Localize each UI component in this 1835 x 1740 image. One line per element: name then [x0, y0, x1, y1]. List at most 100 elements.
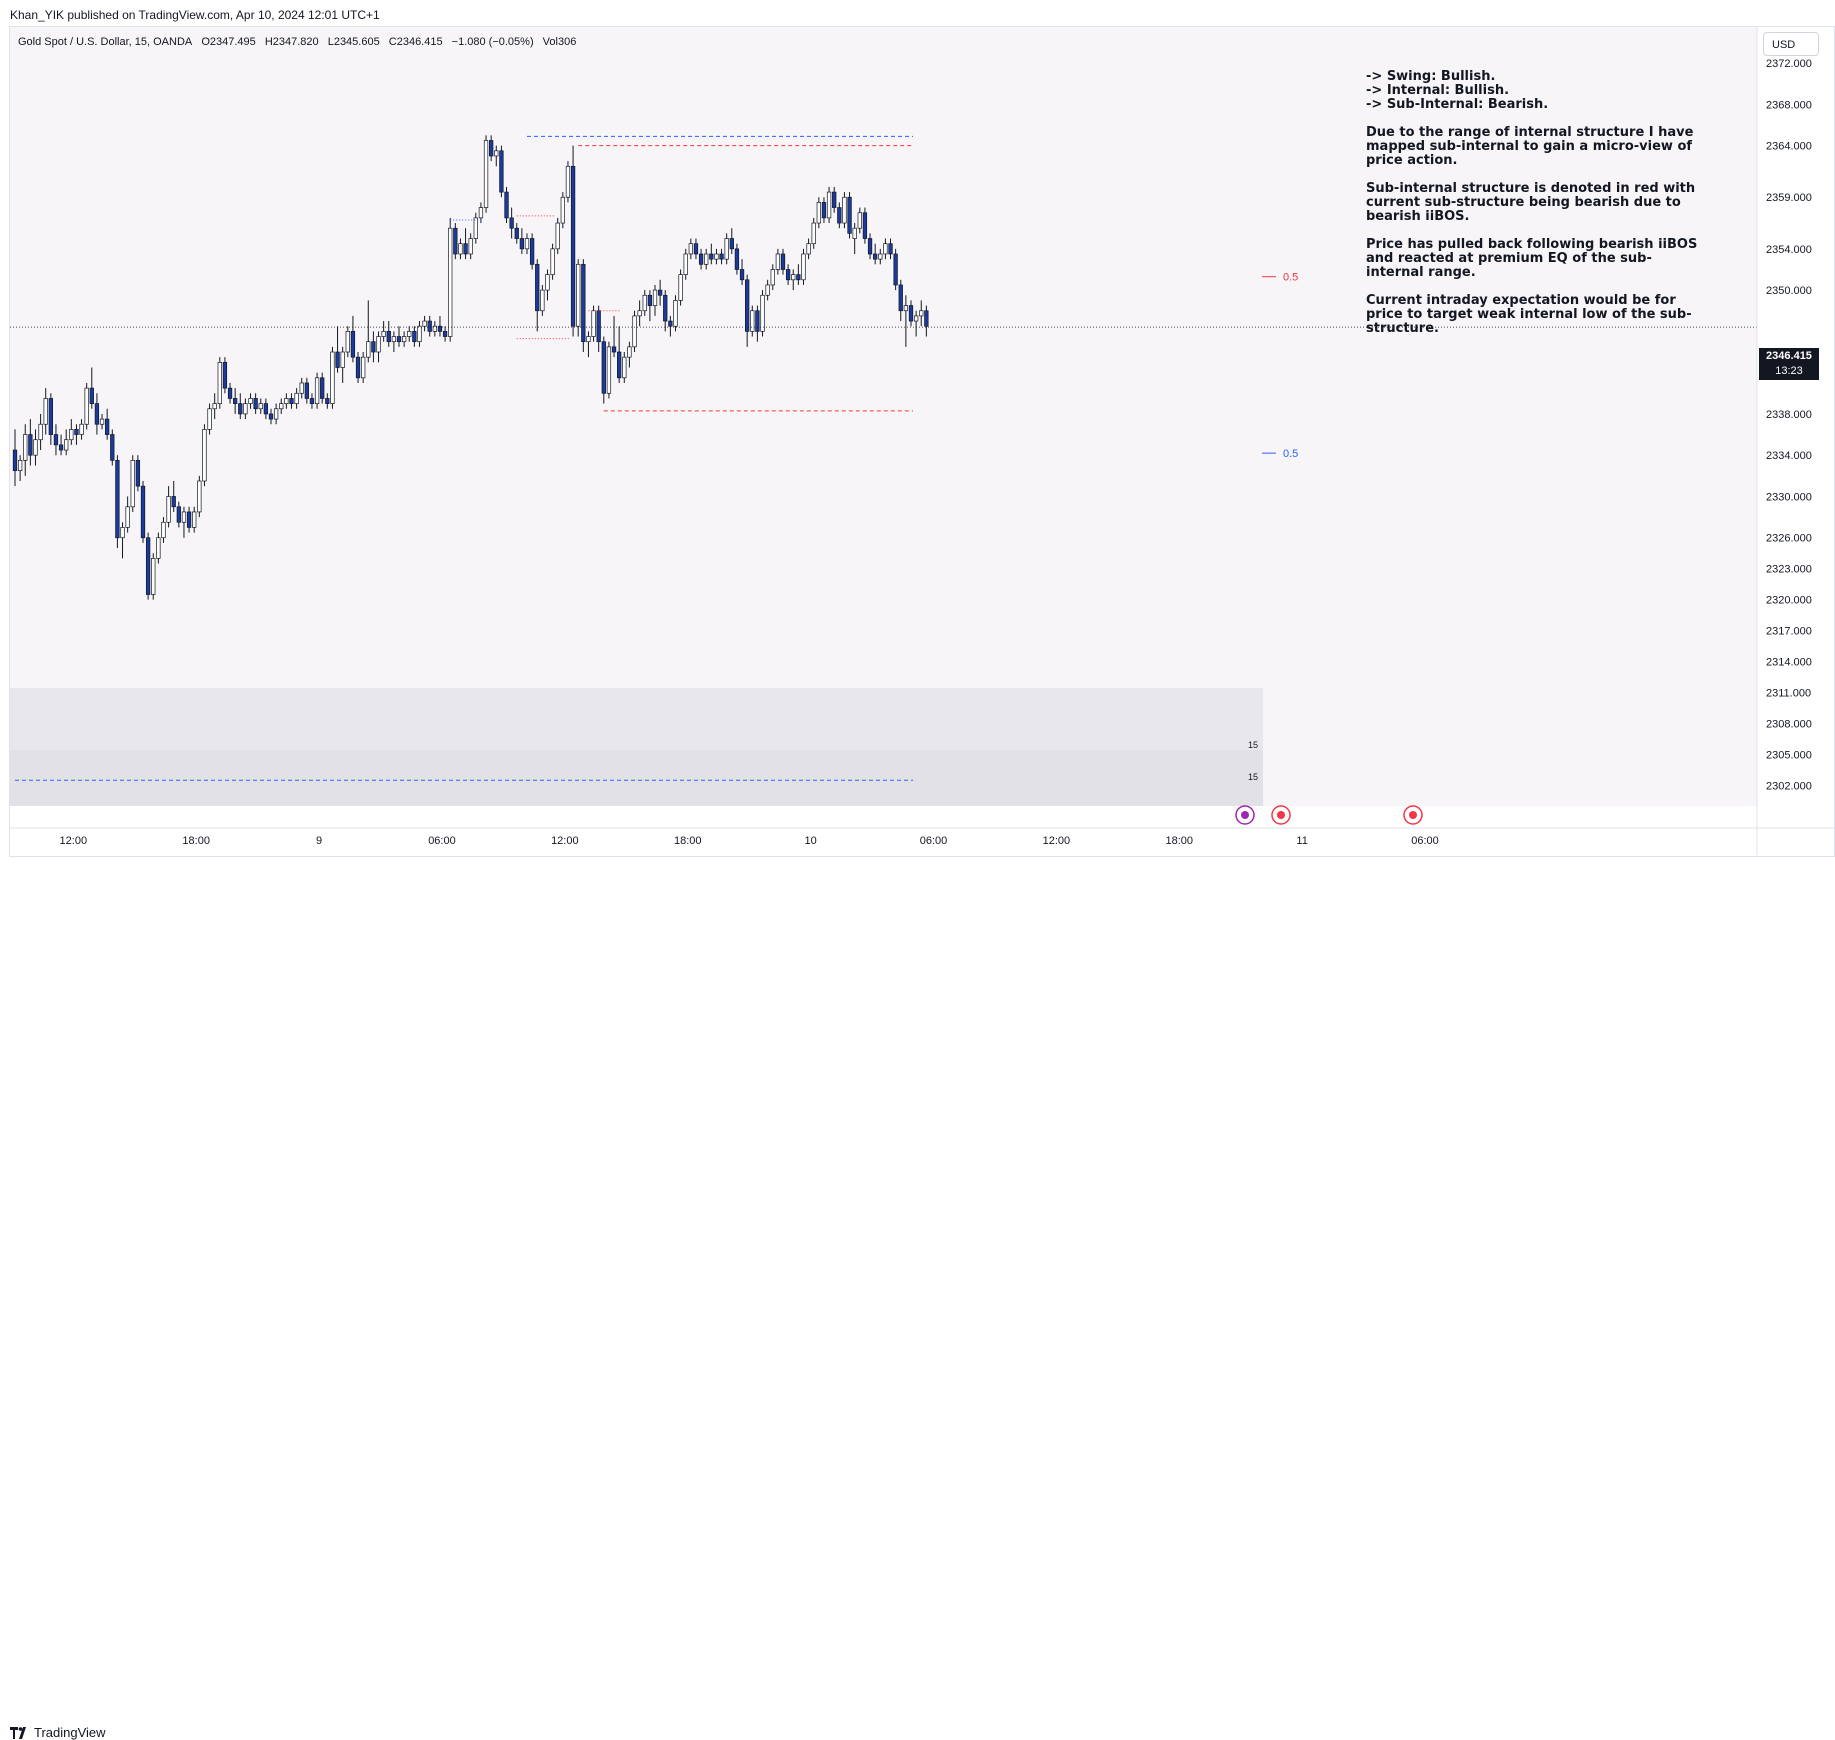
- bull-candle: [857, 212, 862, 229]
- bear-candle: [355, 356, 361, 379]
- x-tick-label: 06:00: [428, 835, 456, 847]
- analysis-notes: -> Swing: Bullish. -> Internal: Bullish.…: [1366, 70, 1706, 350]
- bull-candle: [724, 238, 729, 260]
- y-tick-label: 2359.000: [1766, 192, 1812, 204]
- bear-candle: [58, 444, 64, 451]
- bear-candle: [867, 238, 873, 255]
- bull-candle: [125, 506, 130, 528]
- bull-candle: [801, 253, 806, 281]
- bear-candle: [115, 460, 120, 539]
- bull-candle: [345, 331, 350, 353]
- bear-candle: [105, 418, 110, 435]
- bear-candle: [647, 294, 653, 306]
- bull-candle: [576, 263, 581, 327]
- bull-candle: [407, 331, 412, 337]
- bull-candle: [811, 222, 816, 245]
- x-tick-label: 12:00: [1043, 835, 1071, 847]
- bear-candle: [289, 398, 294, 404]
- top-bar: Khan_YIK published on TradingView.com, A…: [0, 0, 1835, 26]
- bull-candle: [852, 227, 857, 239]
- y-tick-label: 2326.000: [1766, 533, 1812, 545]
- bear-candle: [734, 248, 740, 270]
- eq-label: 0.5: [1283, 448, 1298, 460]
- tradingview-logo[interactable]: TradingView: [10, 1725, 106, 1740]
- bull-candle: [903, 305, 909, 312]
- bull-candle: [652, 289, 658, 306]
- bear-candle: [442, 331, 448, 337]
- bull-candle: [79, 423, 84, 435]
- bear-candle: [780, 253, 786, 270]
- bull-candle: [212, 403, 217, 410]
- bear-candle: [862, 212, 868, 239]
- bull-candle: [586, 336, 591, 343]
- bear-candle: [135, 460, 141, 487]
- bull-candle: [401, 336, 407, 343]
- bear-candle: [53, 434, 59, 446]
- bull-candle: [878, 253, 883, 260]
- session-shade: [10, 688, 1263, 750]
- bear-candle: [74, 429, 79, 435]
- x-tick-label: 06:00: [1411, 835, 1439, 847]
- candlestick-chart[interactable]: 15 15 0.5 0.5 2372.000 2368.000 2364.000 2359.0…: [0, 0, 1835, 891]
- tradingview-icon: [10, 1726, 26, 1739]
- bear-candle: [581, 263, 586, 343]
- bull-candle: [478, 207, 484, 219]
- bear-candle: [668, 320, 673, 327]
- x-tick-label: 10: [804, 835, 816, 847]
- bear-candle: [453, 227, 458, 255]
- bear-candle: [719, 253, 724, 260]
- bear-candle: [924, 310, 929, 327]
- bear-candle: [821, 202, 827, 219]
- bull-candle: [678, 274, 683, 301]
- bear-candle: [709, 253, 714, 260]
- bear-candle: [222, 361, 228, 389]
- bear-candle: [729, 238, 734, 250]
- currency-button[interactable]: USD: [1763, 32, 1819, 56]
- bull-candle: [683, 253, 688, 275]
- bear-candle: [233, 398, 238, 404]
- bull-candle: [161, 521, 166, 539]
- bull-candle: [637, 310, 642, 317]
- bear-candle: [796, 274, 801, 281]
- bull-candle: [524, 238, 530, 250]
- last-price-value: 2346.415: [1766, 350, 1812, 362]
- bull-candle: [622, 356, 627, 379]
- note-paragraph: Due to the range of internal structure I…: [1366, 125, 1694, 168]
- bear-candle: [837, 207, 842, 224]
- bear-candle: [176, 506, 181, 523]
- bull-candle: [366, 341, 371, 358]
- session-shade: [10, 750, 1263, 806]
- bear-candle: [48, 398, 53, 435]
- symbol-info-bar: Gold Spot / U.S. Dollar, 15, OANDA O2347…: [18, 36, 582, 48]
- bear-candle: [601, 341, 606, 394]
- bear-candle: [304, 382, 309, 399]
- bear-candle: [263, 403, 269, 415]
- bull-candle: [550, 248, 555, 275]
- bear-candle: [657, 289, 663, 296]
- bull-candle: [284, 398, 289, 404]
- bull-candle: [156, 537, 161, 559]
- bull-candle: [565, 165, 571, 198]
- y-tick-label: 2302.000: [1766, 780, 1812, 792]
- y-tick-label: 2311.000: [1766, 688, 1811, 700]
- x-tick-label: 12:00: [60, 835, 88, 847]
- bull-candle: [181, 511, 187, 523]
- bull-candle: [258, 403, 263, 410]
- note-bullet: -> Swing: Bullish.: [1366, 69, 1496, 84]
- bear-candle: [611, 346, 617, 353]
- bull-candle: [151, 558, 156, 595]
- bull-candle: [775, 253, 781, 270]
- publish-info: Khan_YIK published on TradingView.com, A…: [10, 8, 380, 22]
- symbol-name[interactable]: Gold Spot / U.S. Dollar, 15, OANDA: [18, 36, 193, 48]
- bull-candle: [417, 325, 422, 343]
- bull-candle: [473, 217, 478, 239]
- bear-candle: [171, 496, 176, 508]
- y-tick-label: 2338.000: [1766, 409, 1812, 421]
- us-flag-event-icon-dot: [1409, 811, 1417, 819]
- y-tick-label: 2334.000: [1766, 450, 1812, 462]
- bear-candle: [617, 351, 622, 379]
- footer-bar: TradingView: [0, 860, 1835, 1740]
- bull-candle: [330, 351, 335, 404]
- y-tick-label: 2354.000: [1766, 244, 1812, 256]
- bear-candle: [888, 243, 893, 255]
